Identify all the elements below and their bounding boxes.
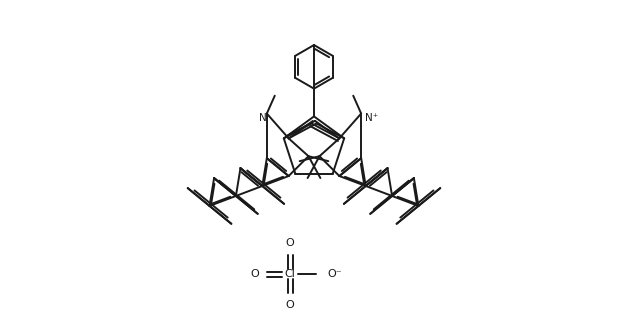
Text: Cl: Cl <box>285 269 296 279</box>
Text: N⁺: N⁺ <box>365 113 378 123</box>
Text: N: N <box>259 113 267 123</box>
Text: O: O <box>250 269 259 279</box>
Text: O: O <box>286 238 295 248</box>
Text: O⁻: O⁻ <box>327 269 342 279</box>
Text: O: O <box>286 300 295 310</box>
